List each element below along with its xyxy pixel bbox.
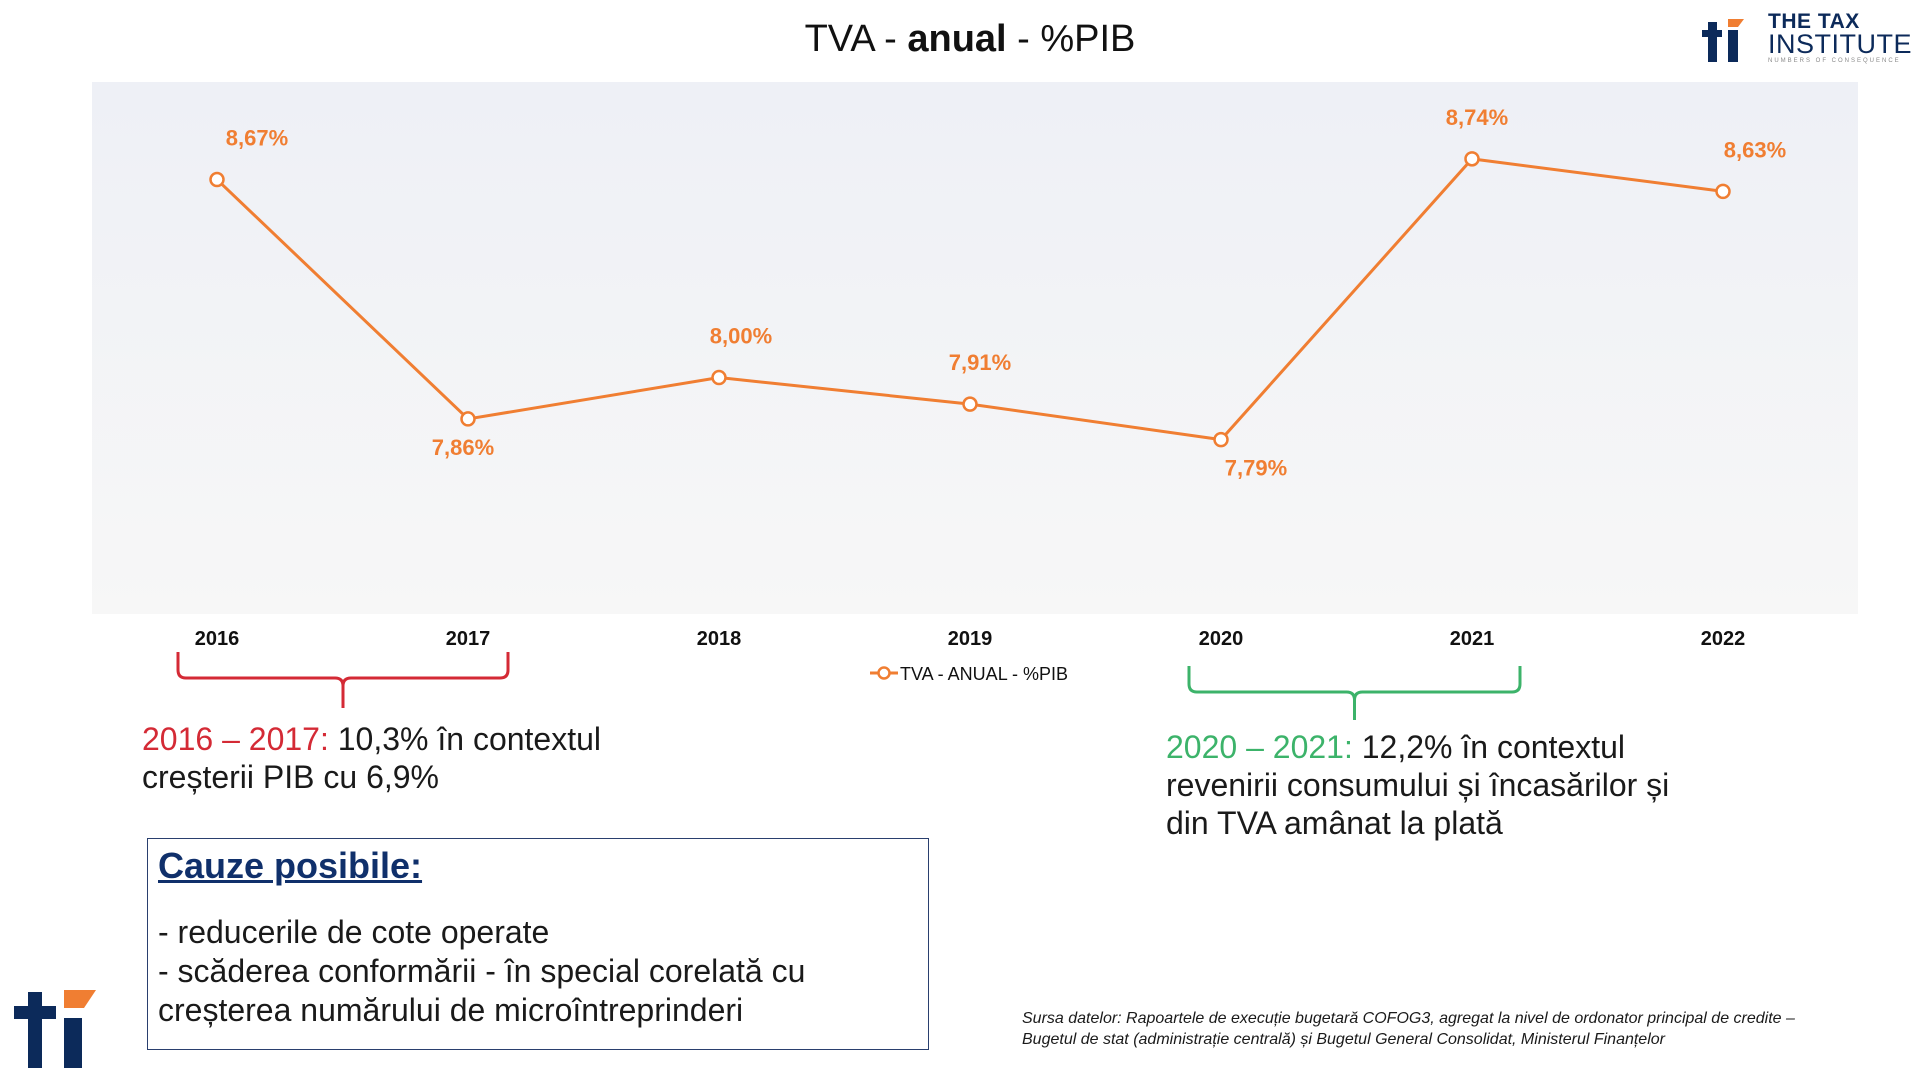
causes-item: - reducerile de cote operate — [158, 914, 550, 950]
source-note: Sursa datelor: Rapoartele de execuție bu… — [1022, 1010, 1795, 1048]
plot-area — [92, 82, 1858, 614]
data-point — [1213, 431, 1229, 448]
logo-text-line2: INSTITUTE — [1768, 29, 1912, 59]
x-tick-label: 2019 — [948, 628, 993, 650]
data-point — [711, 369, 727, 386]
x-tick-label: 2016 — [195, 628, 240, 650]
x-tick-label: 2017 — [446, 628, 491, 650]
x-tick-label: 2022 — [1701, 628, 1746, 650]
data-label: 7,91% — [949, 350, 1011, 375]
data-point — [1464, 151, 1480, 167]
annotation-2016-2017: 2016 – 2017: 10,3% în contextul creșteri… — [142, 721, 602, 795]
x-tick-label: 2021 — [1450, 628, 1495, 650]
data-label: 7,86% — [432, 435, 494, 460]
data-point — [460, 411, 476, 427]
ti-logo-icon — [14, 990, 96, 1068]
x-tick-label: 2020 — [1199, 628, 1244, 650]
logo-text-line1: THE TAX — [1768, 10, 1860, 33]
brace-2016-2017 — [176, 652, 510, 708]
data-label: 8,00% — [710, 324, 772, 349]
brace-2020-2021 — [1187, 666, 1522, 720]
line-chart: 8,67% 7,86% 8,00% 7,91% 7,79% 8,74% 8,63% 2016… — [92, 82, 1858, 720]
data-label: 7,79% — [1225, 456, 1287, 481]
data-label: 8,74% — [1446, 105, 1508, 130]
causes-box: Cauze posibile: - reducerile de cote ope… — [147, 838, 929, 1050]
x-tick-label: 2018 — [697, 628, 742, 650]
causes-title: Cauze posibile: — [158, 845, 423, 886]
data-label: 8,67% — [226, 126, 288, 151]
legend-marker — [877, 666, 891, 680]
logo-tagline: NUMBERS OF CONSEQUENCE — [1768, 58, 1901, 64]
data-label: 8,63% — [1724, 137, 1786, 162]
annotation-2020-2021: 2020 – 2021: 12,2% în contextul reveniri… — [1166, 729, 1670, 841]
data-point — [209, 171, 225, 188]
data-point — [962, 396, 978, 412]
legend-label: TVA - ANUAL - %PIB — [900, 664, 1068, 684]
data-point — [1715, 183, 1731, 200]
chart-title: TVA - anual - %PIB — [804, 18, 1136, 60]
causes-item: - scăderea conformării - în special core… — [158, 953, 806, 989]
tax-institute-logo-icon — [1702, 19, 1744, 62]
causes-item: creșterea numărului de microîntreprinder… — [158, 992, 744, 1028]
